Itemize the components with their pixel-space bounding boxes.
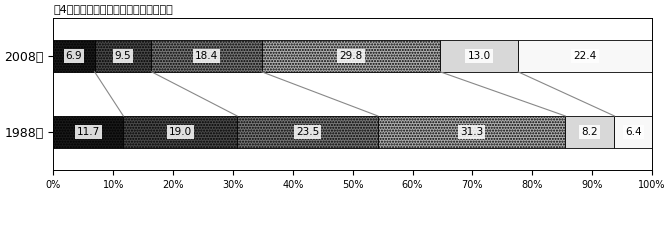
Bar [378, 116, 565, 148]
Bar [53, 40, 94, 72]
Text: 19.0: 19.0 [169, 127, 192, 137]
Bar [237, 116, 378, 148]
Text: 18.4: 18.4 [195, 51, 218, 61]
Text: 11.7: 11.7 [76, 127, 100, 137]
Bar [565, 116, 614, 148]
Bar [440, 40, 518, 72]
Bar [53, 116, 123, 148]
Bar [518, 40, 652, 72]
Bar [262, 40, 440, 72]
Text: 図4　年齢別漁業就業者数の割合（％）: 図4 年齢別漁業就業者数の割合（％） [53, 4, 173, 14]
Text: 8.2: 8.2 [582, 127, 598, 137]
Text: 9.5: 9.5 [115, 51, 131, 61]
Text: 6.9: 6.9 [66, 51, 82, 61]
Text: 6.4: 6.4 [625, 127, 642, 137]
Text: 31.3: 31.3 [460, 127, 483, 137]
Text: 23.5: 23.5 [296, 127, 319, 137]
Text: 22.4: 22.4 [574, 51, 597, 61]
Text: 13.0: 13.0 [468, 51, 490, 61]
Bar [123, 116, 237, 148]
Text: 29.8: 29.8 [339, 51, 362, 61]
Bar [94, 40, 151, 72]
Bar [614, 116, 653, 148]
Bar [151, 40, 262, 72]
